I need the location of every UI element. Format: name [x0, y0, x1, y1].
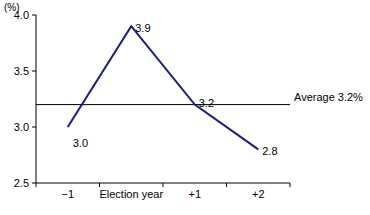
x-tick — [163, 183, 164, 187]
data-label: 2.8 — [262, 145, 277, 157]
x-tick-label: Election year — [99, 188, 163, 200]
data-label: 3.0 — [73, 137, 88, 149]
average-label: Average 3.2% — [294, 91, 363, 103]
x-tick — [290, 183, 291, 187]
x-tick — [226, 183, 227, 187]
data-line — [68, 26, 259, 149]
chart-svg: (%)2.53.03.54.0−1Election year+1+23.03.9… — [0, 0, 370, 215]
data-label: 3.2 — [199, 97, 214, 109]
x-tick — [99, 183, 100, 187]
y-tick-label: 2.5 — [14, 177, 29, 189]
data-label: 3.9 — [135, 22, 150, 34]
y-tick — [32, 15, 36, 16]
y-tick — [32, 71, 36, 72]
y-tick-label: 3.0 — [14, 121, 29, 133]
plot-area — [36, 26, 290, 149]
y-axis — [36, 15, 37, 183]
average-line — [36, 104, 290, 105]
y-tick-label: 4.0 — [14, 9, 29, 21]
y-tick — [32, 183, 36, 184]
x-tick — [36, 183, 37, 187]
x-tick-label: −1 — [61, 188, 74, 200]
chart-container: (%)2.53.03.54.0−1Election year+1+23.03.9… — [0, 0, 370, 215]
x-tick-label: +1 — [188, 188, 201, 200]
y-tick-label: 3.5 — [14, 65, 29, 77]
y-tick — [32, 127, 36, 128]
x-tick-label: +2 — [252, 188, 265, 200]
